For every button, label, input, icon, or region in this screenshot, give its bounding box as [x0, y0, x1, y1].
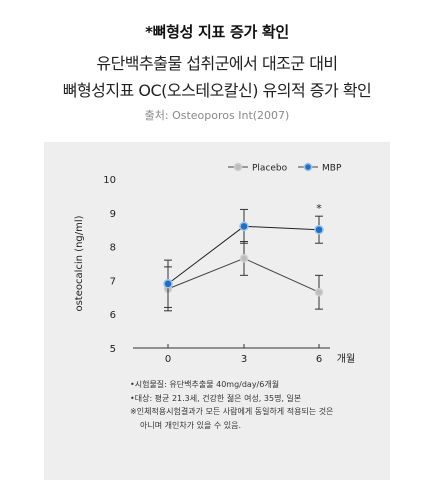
- x-tick-label: 0: [165, 354, 171, 365]
- y-tick-label: 5: [110, 344, 116, 355]
- title-line-2: 뼈형성지표 OC(오스테오칼신) 유의적 증가 확인: [62, 81, 372, 100]
- data-point-mbp: [239, 221, 249, 232]
- x-tick-label: 3: [241, 354, 247, 365]
- y-tick-label: 8: [110, 243, 116, 254]
- note-test-material: •시험물질: 유단백추출물 40mg/day/6개월: [130, 380, 280, 389]
- data-point-mbp: [314, 224, 324, 235]
- data-point-mbp: [163, 279, 173, 289]
- legend-marker: [233, 162, 243, 172]
- y-axis-label: osteocalcin (ng/ml): [74, 215, 85, 311]
- note-disclaimer-cont: 아니며 개인차가 있을 수 있음.: [140, 420, 242, 430]
- y-tick-label: 6: [110, 310, 116, 321]
- data-point-placebo: [239, 254, 249, 263]
- legend-label: Placebo: [252, 164, 288, 174]
- chart-panel: [44, 142, 390, 480]
- kicker-text: *뼈형성 지표 증가 확인: [145, 23, 289, 41]
- note-subjects: •대상: 평균 21.3세, 건강한 젊은 여성, 35명, 일본: [130, 393, 302, 403]
- legend-marker: [303, 162, 313, 172]
- y-tick-label: 9: [110, 209, 116, 220]
- x-tick-label: 6: [316, 354, 322, 365]
- y-tick-label: 10: [103, 175, 116, 186]
- data-point-placebo: [314, 287, 324, 297]
- legend-label: MBP: [322, 164, 342, 174]
- chart-notes: •시험물질: 유단백추출물 40mg/day/6개월 •대상: 평균 21.3세…: [130, 378, 333, 432]
- note-disclaimer: ※인체적용시험결과가 모든 사람에게 동일하게 적용되는 것은: [130, 407, 334, 416]
- significance-marker: *: [316, 202, 322, 215]
- source-citation: 출처: Osteoporos Int(2007): [144, 109, 290, 122]
- title-line-1: 유단백추출물 섭취군에서 대조군 대비: [96, 54, 338, 73]
- y-tick-label: 7: [110, 276, 116, 287]
- x-unit-label: 개월: [337, 353, 355, 365]
